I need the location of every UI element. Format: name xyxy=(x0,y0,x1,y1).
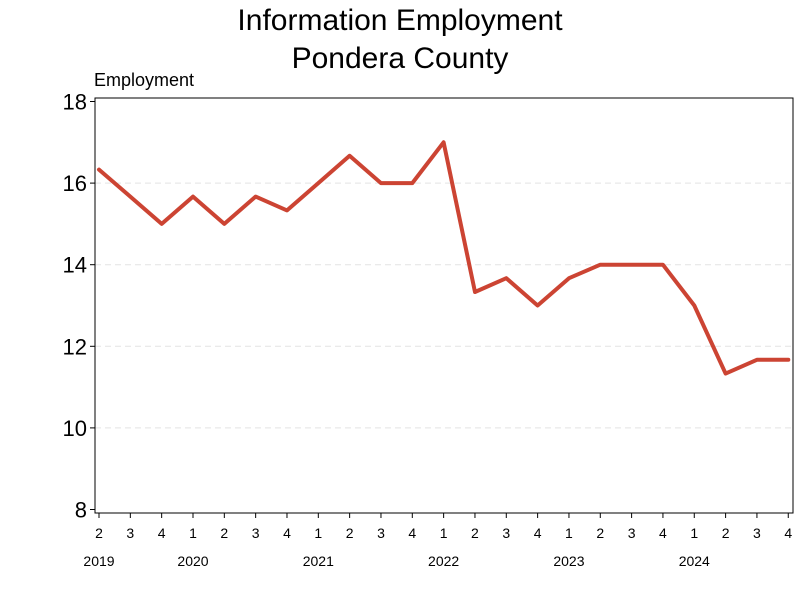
data-point xyxy=(222,222,226,226)
x-tick-label: 4 xyxy=(659,525,667,541)
data-point xyxy=(254,194,258,199)
data-point xyxy=(755,358,759,362)
x-tick-label: 3 xyxy=(126,525,134,541)
data-point xyxy=(567,276,571,280)
x-tick-label: 3 xyxy=(628,525,636,541)
x-year-label: 2019 xyxy=(83,553,114,569)
x-tick-label: 3 xyxy=(252,525,260,541)
x-year-label: 2024 xyxy=(679,553,710,569)
y-tick-label: 12 xyxy=(63,334,87,359)
data-point xyxy=(97,168,101,172)
data-point xyxy=(379,181,383,185)
plot-frame xyxy=(94,97,794,514)
y-tick-label: 10 xyxy=(63,416,87,441)
grid-lines xyxy=(95,182,793,429)
data-point xyxy=(598,263,602,267)
x-axis: 2 3 4 1 2 3 4 1 2 3 4 1 2 3 4 1 2 3 4 1 2 3 4 2019 2020 2021 2022 2… xyxy=(83,513,792,569)
x-tick-label: 1 xyxy=(189,525,197,541)
x-tick-label: 2 xyxy=(596,525,604,541)
data-point xyxy=(316,181,320,185)
data-point xyxy=(348,154,352,158)
x-tick-label: 2 xyxy=(471,525,479,541)
x-year-label: 2022 xyxy=(428,553,459,569)
x-tick-label: 2 xyxy=(722,525,730,541)
x-tick-label: 3 xyxy=(502,525,510,541)
x-tick-label: 1 xyxy=(314,525,322,541)
y-tick-label: 18 xyxy=(63,90,87,115)
y-axis-label: Employment xyxy=(94,70,194,90)
data-point xyxy=(442,140,446,144)
x-tick-label: 2 xyxy=(220,525,228,541)
x-tick-label: 4 xyxy=(283,525,291,541)
chart-subtitle: Pondera County xyxy=(292,42,509,75)
data-point xyxy=(473,290,477,294)
x-tick-label: 3 xyxy=(377,525,385,541)
x-tick-label: 4 xyxy=(408,525,416,541)
data-point xyxy=(692,303,696,308)
series-line xyxy=(97,140,791,376)
x-tick-label: 3 xyxy=(753,525,761,541)
data-point xyxy=(661,263,665,267)
x-tick-label: 4 xyxy=(784,525,792,541)
x-tick-label: 1 xyxy=(690,525,698,541)
x-year-label: 2023 xyxy=(553,553,584,569)
y-tick-label: 16 xyxy=(63,171,87,196)
data-point xyxy=(128,194,132,199)
y-tick-label: 8 xyxy=(75,498,87,523)
data-point xyxy=(786,358,790,362)
x-year-label: 2020 xyxy=(177,553,208,569)
x-tick-label: 4 xyxy=(534,525,542,541)
y-tick-label: 14 xyxy=(63,253,87,278)
data-point xyxy=(285,208,289,213)
data-point xyxy=(160,222,164,226)
x-year-label: 2021 xyxy=(303,553,334,569)
y-axis: 8 10 12 14 16 18 xyxy=(63,90,95,523)
data-point xyxy=(504,276,508,280)
data-point xyxy=(410,181,414,185)
x-tick-label: 1 xyxy=(565,525,573,541)
x-tick-label: 1 xyxy=(440,525,448,541)
x-tick-label: 2 xyxy=(95,525,103,541)
x-tick-label: 2 xyxy=(346,525,354,541)
x-tick-label: 4 xyxy=(158,525,166,541)
data-point xyxy=(191,194,195,199)
data-point xyxy=(630,263,634,267)
chart-title: Information Employment xyxy=(237,4,563,37)
series-layer xyxy=(97,140,791,376)
data-point xyxy=(536,303,540,308)
data-point xyxy=(724,372,728,376)
